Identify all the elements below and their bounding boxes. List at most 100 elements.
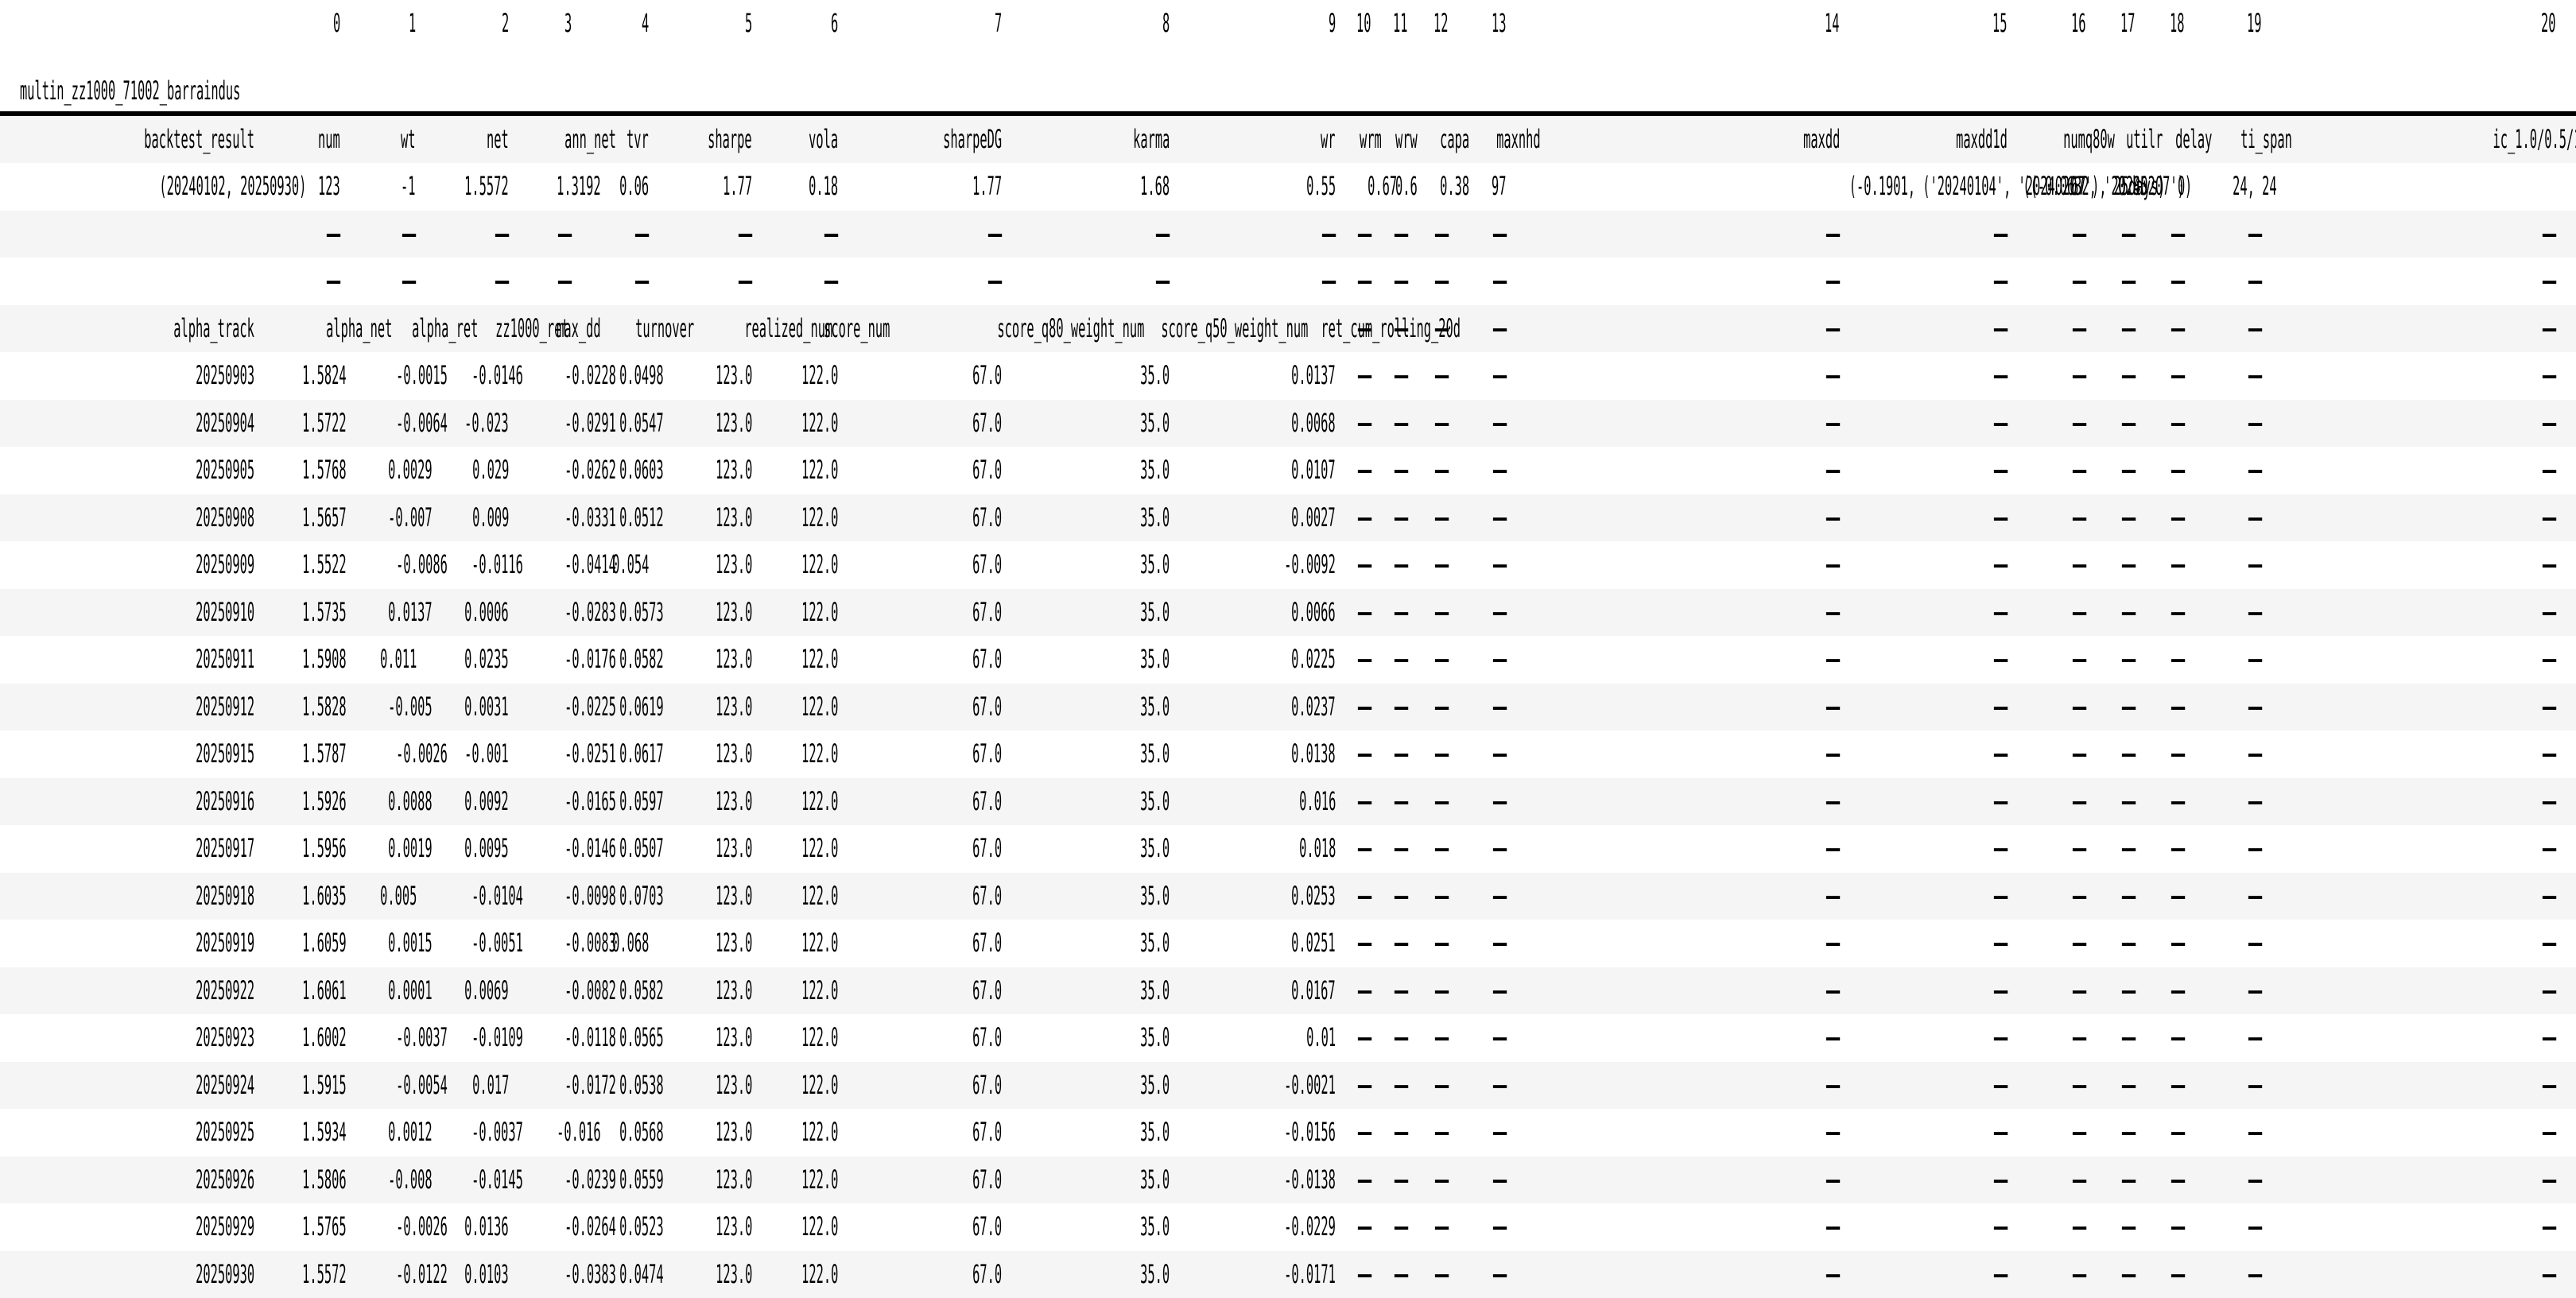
cell-value: 67.0 — [838, 873, 1002, 920]
cell-value: 67.0 — [838, 967, 1002, 1015]
cell-empty: — — [1840, 1062, 2008, 1110]
cell-empty: — — [1449, 825, 1507, 873]
cell-empty: — — [2185, 400, 2262, 448]
cell-value: 0.0138 — [1170, 730, 1336, 778]
cell-empty: — — [1449, 211, 1507, 258]
cell-empty: — — [2262, 589, 2556, 637]
cell-empty: — — [1449, 258, 1507, 305]
cell-value: 67.0 — [838, 1157, 1002, 1204]
cell-value: 1.5768 — [254, 447, 340, 494]
cell-empty: — — [2185, 494, 2262, 542]
row-label: (20240102, 20250930) — [0, 163, 254, 211]
cell-empty: — — [2185, 352, 2262, 400]
cell-empty: — — [1449, 684, 1507, 731]
right-spacer — [2556, 1251, 2576, 1298]
cell-value: 123.0 — [649, 1157, 752, 1204]
cell-empty: — — [2185, 730, 2262, 778]
column-header: sharpe — [649, 114, 752, 163]
cell-empty: — — [1408, 258, 1449, 305]
cell-empty: — — [1449, 1062, 1507, 1110]
column-header: backtest_result — [0, 114, 254, 163]
cell-empty: — — [1336, 1062, 1371, 1110]
cell-empty: — — [1507, 352, 1840, 400]
cell-value: 122.0 — [752, 447, 838, 494]
cell-empty: — — [2008, 1014, 2086, 1062]
cell-value: 67.0 — [838, 400, 1002, 448]
cell-value: -0.0092 — [1170, 541, 1336, 589]
column-index: 10 — [1336, 0, 1371, 48]
cell-empty: — — [1408, 1157, 1449, 1204]
cell-empty: — — [1840, 873, 2008, 920]
cell-value: 123.0 — [649, 778, 752, 826]
cell-value: 67.0 — [838, 636, 1002, 684]
cell-value: 123.0 — [649, 1203, 752, 1251]
cell-value: 67.0 — [838, 1014, 1002, 1062]
cell-value: -0.0383 — [509, 1251, 572, 1298]
row-label: 20250922 — [0, 967, 254, 1015]
cell-value: 122.0 — [752, 1014, 838, 1062]
row-label: 20250904 — [0, 400, 254, 448]
right-spacer — [2556, 730, 2576, 778]
column-index: 7 — [838, 0, 1002, 48]
cell-empty: — — [1507, 1109, 1840, 1157]
cell-empty: — — [2185, 778, 2262, 826]
cell-empty: — — [1840, 352, 2008, 400]
right-spacer — [2556, 636, 2576, 684]
cell-empty: — — [1336, 1014, 1371, 1062]
cell-empty: — — [1408, 684, 1449, 731]
cell-empty: — — [2008, 1109, 2086, 1157]
cell-empty: — — [1507, 636, 1840, 684]
cell-empty: — — [2262, 352, 2556, 400]
cell-empty: — — [1449, 1157, 1507, 1204]
cell-empty: — — [1840, 447, 2008, 494]
cell-value: 35.0 — [1002, 494, 1170, 542]
row-label: 20250917 — [0, 825, 254, 873]
cell-empty: — — [1336, 352, 1371, 400]
cell-empty: — — [1840, 211, 2008, 258]
cell-value: 0.0068 — [1170, 400, 1336, 448]
cell-empty: — — [2008, 305, 2086, 353]
cell-value: 123.0 — [649, 730, 752, 778]
cell-empty: — — [2086, 873, 2136, 920]
cell-value: 67.0 — [838, 352, 1002, 400]
cell-empty: — — [1336, 778, 1371, 826]
column-header: wrm — [1336, 114, 1371, 163]
cell-value: 0.0012 — [340, 1109, 416, 1157]
cell-value: 1.5806 — [254, 1157, 340, 1204]
cell-empty: — — [2185, 305, 2262, 353]
cell-value: 67.0 — [838, 778, 1002, 826]
cell-empty: — — [2262, 1203, 2556, 1251]
cell-empty: — — [2185, 825, 2262, 873]
column-index: 2 — [416, 0, 509, 48]
row-label: 20250929 — [0, 1203, 254, 1251]
right-spacer — [2556, 400, 2576, 448]
cell-empty: — — [1408, 541, 1449, 589]
cell-empty: — — [2262, 494, 2556, 542]
column-index: 16 — [2008, 0, 2086, 48]
cell-value: 35.0 — [1002, 1157, 1170, 1204]
cell-value: 1.5824 — [254, 352, 340, 400]
right-spacer — [2556, 305, 2576, 353]
cell-value: 122.0 — [752, 684, 838, 731]
title-row: multin_zz1000_71002_barraindus — [0, 48, 2576, 114]
cell-value: -0.0171 — [1170, 1251, 1336, 1298]
cell-empty: — — [2136, 305, 2185, 353]
cell-empty: — — [1408, 1251, 1449, 1298]
cell-value: 0.011 — [340, 636, 416, 684]
row-label: 20250905 — [0, 447, 254, 494]
cell-empty: — — [2185, 1109, 2262, 1157]
cell-empty: — — [1449, 1203, 1507, 1251]
cell-empty: — — [1170, 211, 1336, 258]
cell-empty: — — [2136, 447, 2185, 494]
cell-empty: — — [1336, 1109, 1371, 1157]
cell-value: (-0.1901, ('20240104', '20240207'), 25da… — [1507, 163, 1840, 211]
cell-empty: — — [2086, 967, 2136, 1015]
cell-value: 35.0 — [1002, 1014, 1170, 1062]
cell-value: 1.5915 — [254, 1062, 340, 1110]
cell-empty: — — [1408, 967, 1449, 1015]
cell-value: 122.0 — [752, 1157, 838, 1204]
cell-empty: — — [2185, 211, 2262, 258]
cell-value: 122.0 — [752, 967, 838, 1015]
cell-empty: — — [1408, 494, 1449, 542]
